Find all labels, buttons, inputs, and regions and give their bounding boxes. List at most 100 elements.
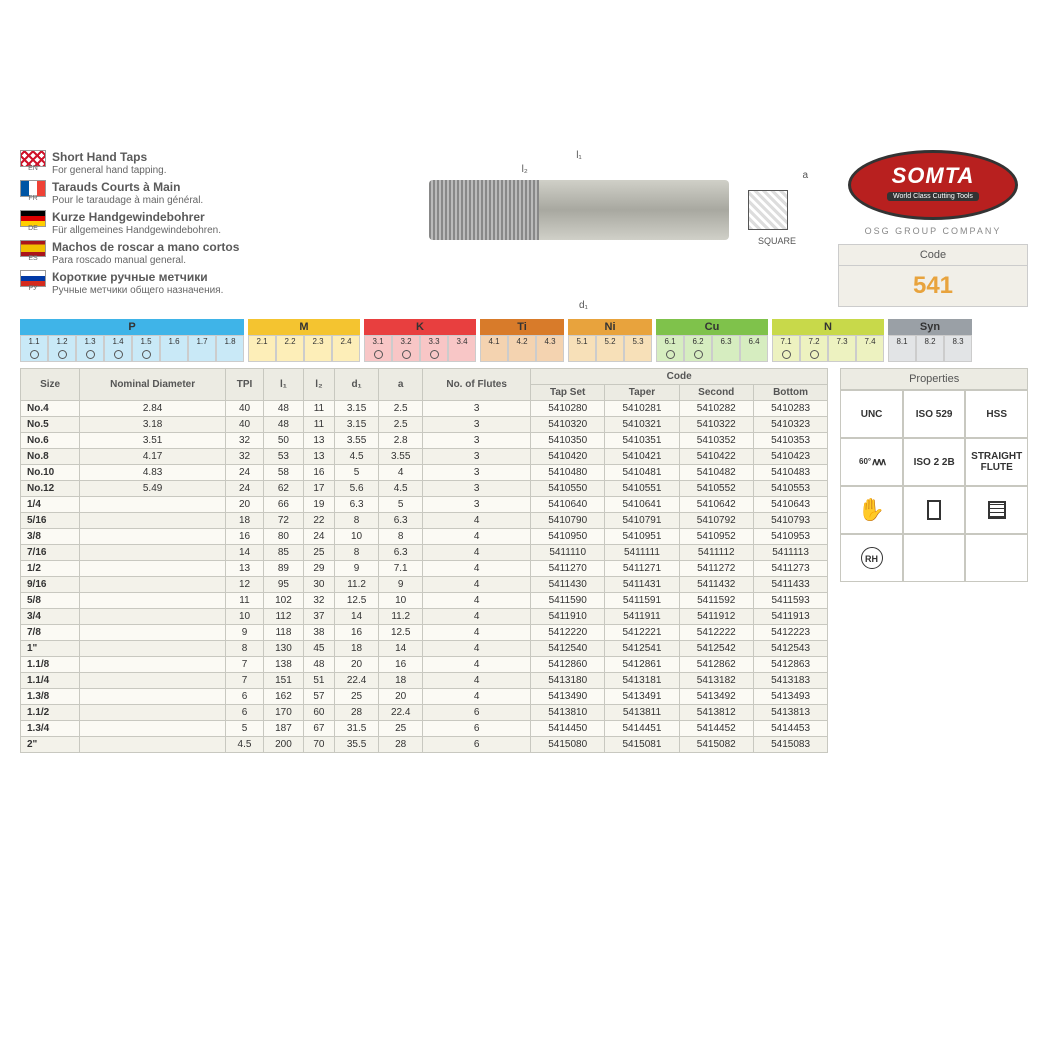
table-cell: 5410953 — [753, 529, 827, 545]
table-cell: 4 — [423, 673, 531, 689]
table-cell: 5411910 — [531, 609, 605, 625]
table-cell — [80, 545, 226, 561]
lang-title: Tarauds Courts à Main — [52, 180, 180, 194]
table-cell: 4 — [423, 625, 531, 641]
table-cell: 5 — [225, 721, 263, 737]
table-cell: 4.5 — [335, 449, 379, 465]
table-cell: 48 — [264, 401, 304, 417]
property-cell: HSS — [965, 390, 1028, 438]
table-row: No.104.832458165435410480541048154104825… — [21, 465, 828, 481]
table-cell: 4 — [423, 657, 531, 673]
mat-cell: 1.3 — [76, 335, 104, 362]
table-cell: 5414450 — [531, 721, 605, 737]
table-cell: 24 — [225, 481, 263, 497]
header-row: EN Short Hand TapsFor general hand tappi… — [20, 150, 1028, 307]
table-cell: 5411270 — [531, 561, 605, 577]
table-cell: 5413810 — [531, 705, 605, 721]
main-row: SizeNominal DiameterTPIl₁l₂d₁aNo. of Flu… — [20, 368, 1028, 753]
mat-cell: 8.1 — [888, 335, 916, 362]
table-cell: 5410791 — [605, 513, 679, 529]
table-cell: 5411911 — [605, 609, 679, 625]
mat-cell: 1.8 — [216, 335, 244, 362]
table-cell: 5414451 — [605, 721, 679, 737]
table-cell: 5413182 — [679, 673, 753, 689]
flag-ru-icon: РУ — [20, 270, 46, 287]
tap-image — [429, 180, 729, 240]
table-cell: 31.5 — [335, 721, 379, 737]
table-cell: 32 — [225, 433, 263, 449]
table-cell: 18 — [225, 513, 263, 529]
table-cell: 5410422 — [679, 449, 753, 465]
mat-cell: 7.3 — [828, 335, 856, 362]
col-header-code: Code — [531, 369, 828, 385]
table-cell: 5410793 — [753, 513, 827, 529]
table-cell — [80, 689, 226, 705]
table-row: 3/410112371411.2454119105411911541191254… — [21, 609, 828, 625]
mark-icon — [58, 350, 67, 359]
table-cell — [80, 657, 226, 673]
table-cell — [80, 529, 226, 545]
mat-group-Syn: Syn8.18.28.3 — [888, 319, 972, 362]
table-cell: 102 — [264, 593, 304, 609]
table-cell: 5415081 — [605, 737, 679, 753]
table-cell: 5413183 — [753, 673, 827, 689]
table-cell: 5410350 — [531, 433, 605, 449]
table-cell: 5411111 — [605, 545, 679, 561]
table-cell: 4 — [423, 689, 531, 705]
table-cell: 5410280 — [531, 401, 605, 417]
table-row: 5/1618722286.345410790541079154107925410… — [21, 513, 828, 529]
mat-cell: 8.3 — [944, 335, 972, 362]
table-cell: 20 — [225, 497, 263, 513]
table-cell: 5411592 — [679, 593, 753, 609]
table-cell: 11 — [303, 401, 334, 417]
table-cell — [80, 577, 226, 593]
lang-sub: Ручные метчики общего назначения. — [52, 285, 223, 296]
lang-sub: Pour le taraudage à main général. — [52, 195, 203, 206]
table-cell: 6.3 — [335, 497, 379, 513]
table-cell: 32 — [225, 449, 263, 465]
table-row: 5/8111023212.510454115905411591541159254… — [21, 593, 828, 609]
table-row: No.42.844048113.152.53541028054102815410… — [21, 401, 828, 417]
mat-cell: 8.2 — [916, 335, 944, 362]
table-cell — [80, 705, 226, 721]
table-cell: 5410420 — [531, 449, 605, 465]
table-row: 7/89118381612.54541222054122215412222541… — [21, 625, 828, 641]
table-cell: 80 — [264, 529, 304, 545]
table-cell: 5410281 — [605, 401, 679, 417]
table-cell: 5412860 — [531, 657, 605, 673]
mat-cell: 4.1 — [480, 335, 508, 362]
mat-group-N: N7.17.27.37.4 — [772, 319, 884, 362]
table-cell: 11.2 — [379, 609, 423, 625]
table-cell: 29 — [303, 561, 334, 577]
mat-cell: 6.2 — [684, 335, 712, 362]
table-cell: 5411431 — [605, 577, 679, 593]
table-cell: 5414452 — [679, 721, 753, 737]
table-cell: 67 — [303, 721, 334, 737]
lang-item-fr: FR Tarauds Courts à MainPour le taraudag… — [20, 180, 320, 206]
table-cell: 5415083 — [753, 737, 827, 753]
table-cell: 89 — [264, 561, 304, 577]
table-cell: 5411273 — [753, 561, 827, 577]
table-cell: 13 — [303, 449, 334, 465]
mark-icon — [114, 350, 123, 359]
table-cell: 70 — [303, 737, 334, 753]
flag-de-icon: DE — [20, 210, 46, 227]
table-cell: 7.1 — [379, 561, 423, 577]
mat-head: P — [20, 319, 244, 335]
col-header: TPI — [225, 369, 263, 401]
table-row: 1.1/26170602822.465413810541381154138125… — [21, 705, 828, 721]
col-header: a — [379, 369, 423, 401]
mark-icon — [810, 350, 819, 359]
table-cell: 17 — [303, 481, 334, 497]
table-cell: 4.5 — [379, 481, 423, 497]
table-cell: 5/16 — [21, 513, 80, 529]
mat-cell: 1.6 — [160, 335, 188, 362]
table-cell: 5413812 — [679, 705, 753, 721]
brand-name: SOMTA — [851, 163, 1015, 189]
table-cell: 3.18 — [80, 417, 226, 433]
table-cell: 5410641 — [605, 497, 679, 513]
table-cell: 12.5 — [379, 625, 423, 641]
table-cell — [80, 625, 226, 641]
table-cell: 6 — [423, 737, 531, 753]
property-cell: ISO 2 2B — [903, 438, 966, 486]
